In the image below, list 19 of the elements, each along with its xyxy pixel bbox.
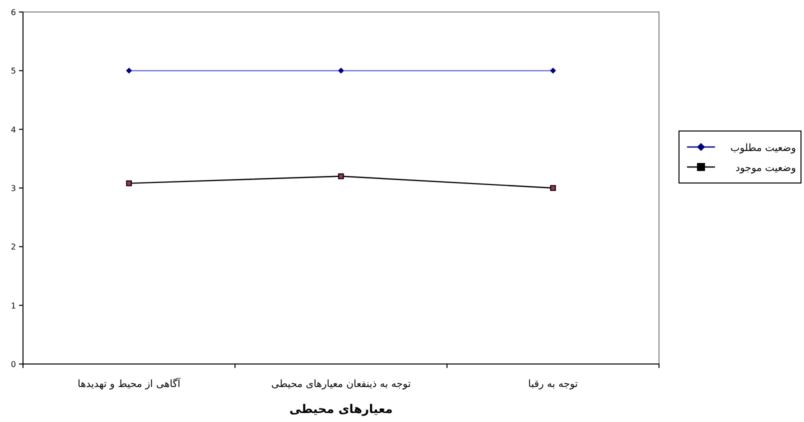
- legend-label: وضعیت موجود: [736, 163, 796, 174]
- x-tick-label: توجه به ذینفعان معیارهای محیطی: [271, 379, 411, 390]
- x-tick-label: توجه به رقبا: [528, 379, 578, 390]
- point: [126, 68, 132, 74]
- point: [126, 180, 132, 186]
- y-tick-label: 6: [10, 8, 16, 17]
- x-tick-label: آگاهی از محیط و تهدیدها: [78, 377, 182, 390]
- y-tick-label: 0: [10, 360, 16, 369]
- point: [550, 185, 556, 191]
- y-tick-label: 2: [10, 242, 16, 252]
- y-tick-label: 4: [10, 125, 16, 134]
- y-tick-label: 3: [10, 184, 16, 193]
- y-tick-label: 5: [10, 66, 16, 76]
- x-axis-title: معیارهای محیطی: [289, 402, 393, 416]
- point: [338, 173, 344, 180]
- legend-label: وضعیت مطلوب: [730, 143, 796, 154]
- y-tick-label: 1: [10, 301, 16, 310]
- point: [338, 68, 344, 74]
- point: [550, 68, 556, 74]
